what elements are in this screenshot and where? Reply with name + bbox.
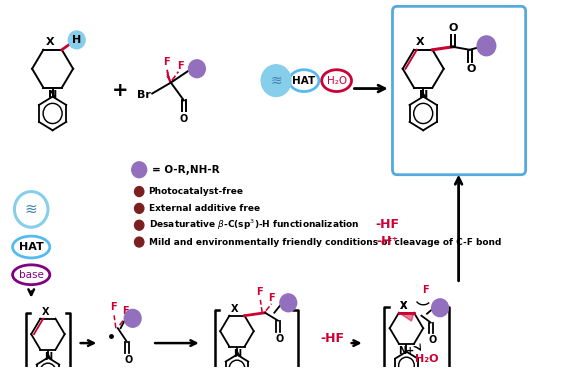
Text: F: F [422, 285, 428, 295]
Text: O: O [125, 355, 133, 365]
Circle shape [135, 203, 144, 213]
Text: X: X [416, 37, 424, 47]
Text: Mild and environmentally friendly conditions of cleavage of C-F bond: Mild and environmentally friendly condit… [148, 238, 501, 246]
Text: HAT: HAT [293, 76, 316, 86]
Text: F: F [163, 57, 170, 67]
Text: F: F [177, 61, 183, 71]
Circle shape [280, 294, 297, 312]
Text: O: O [180, 114, 188, 124]
Text: ≋: ≋ [25, 202, 37, 217]
Text: -H⁺: -H⁺ [377, 235, 399, 248]
Polygon shape [399, 313, 414, 321]
Text: O: O [428, 335, 437, 345]
Text: Br: Br [136, 90, 151, 100]
Text: H₂O: H₂O [415, 354, 439, 363]
Text: N: N [48, 90, 57, 100]
Circle shape [68, 31, 85, 49]
Text: X: X [45, 37, 54, 47]
Text: -HF: -HF [320, 332, 344, 345]
Text: X: X [41, 307, 49, 317]
Text: O: O [276, 334, 284, 344]
Circle shape [135, 220, 144, 230]
Text: Desaturative $\beta$-C(sp$^3$)-H functionalization: Desaturative $\beta$-C(sp$^3$)-H functio… [148, 218, 359, 232]
Text: F: F [268, 293, 275, 303]
Text: F: F [110, 302, 117, 313]
Circle shape [188, 60, 205, 77]
Text: N: N [419, 90, 428, 100]
Text: External additive free: External additive free [148, 204, 260, 213]
Text: O: O [467, 63, 476, 74]
Circle shape [135, 187, 144, 197]
Text: N: N [233, 349, 241, 359]
Text: HAT: HAT [19, 242, 44, 252]
Text: base: base [19, 270, 44, 280]
Text: = O-R,NH-R: = O-R,NH-R [152, 165, 220, 175]
Circle shape [432, 299, 448, 317]
Circle shape [125, 310, 141, 327]
FancyBboxPatch shape [392, 6, 526, 175]
Text: N: N [44, 352, 52, 362]
Text: Photocatalyst-free: Photocatalyst-free [148, 187, 243, 196]
Text: N+: N+ [398, 346, 414, 356]
Circle shape [261, 65, 291, 96]
Text: +: + [112, 81, 129, 100]
Text: X: X [400, 301, 408, 311]
Circle shape [135, 237, 144, 247]
Text: H₂O: H₂O [327, 76, 347, 86]
Text: -HF: -HF [376, 218, 400, 231]
Text: F: F [256, 287, 263, 297]
Text: ≋: ≋ [271, 74, 282, 87]
Text: F: F [122, 306, 128, 316]
Text: O: O [448, 23, 457, 33]
Circle shape [477, 36, 496, 56]
Text: X: X [400, 301, 408, 311]
Text: X: X [230, 304, 238, 314]
Circle shape [132, 162, 147, 178]
Text: H: H [72, 35, 82, 45]
